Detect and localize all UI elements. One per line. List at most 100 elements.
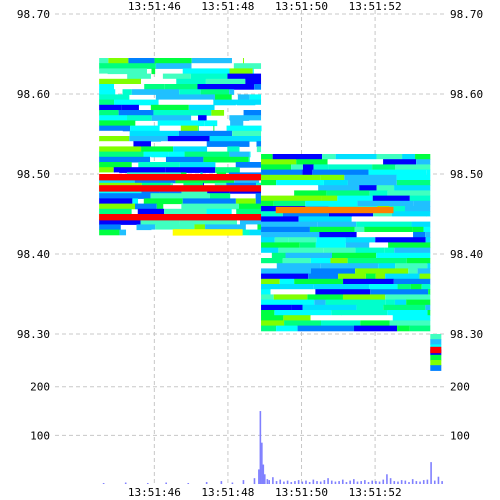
heatmap-cell [360, 320, 390, 327]
heatmap-cell [204, 120, 218, 127]
heatmap-cell [426, 216, 431, 223]
heatmap-cell [188, 104, 215, 111]
heatmap-cell [427, 263, 431, 269]
heatmap-cell [164, 84, 198, 90]
heatmap-cell [317, 221, 357, 228]
heatmap-cell [394, 185, 431, 191]
heatmap-cell [155, 63, 192, 69]
heatmap-cell [429, 211, 431, 217]
heatmap-cell [134, 177, 176, 184]
heatmap-cell [122, 89, 132, 95]
heatmap-cell [238, 203, 262, 210]
volume-bar [345, 482, 348, 484]
heatmap-cell [372, 195, 410, 202]
heatmap-cell [323, 247, 356, 254]
heatmap-cell [99, 104, 122, 111]
heatmap-cell [273, 294, 308, 301]
heatmap-cell [417, 268, 431, 275]
heatmap-cell [127, 115, 152, 121]
heatmap-cell [337, 195, 373, 202]
heatmap-cell [311, 268, 356, 275]
heatmap-cell [113, 167, 166, 173]
heatmap-cell [261, 159, 297, 165]
heatmap-cell [323, 180, 348, 186]
heatmap-cell [206, 141, 250, 147]
heatmap-cell [271, 252, 286, 259]
heatmap-cell [176, 78, 206, 85]
heatmap-cell [179, 219, 237, 225]
heatmap-cell [151, 229, 190, 236]
heatmap-cell [319, 232, 357, 238]
heatmap-cell [182, 68, 230, 75]
heatmap-cell [165, 156, 204, 163]
heatmap-cell [235, 104, 237, 111]
heatmap-cell [291, 164, 303, 171]
heatmap-cell [143, 151, 169, 158]
heatmap-cell [298, 216, 352, 223]
heatmap-cell [397, 284, 411, 290]
heatmap-cell [99, 68, 147, 75]
heatmap-cell [245, 78, 262, 85]
volume-bar [433, 480, 436, 484]
heatmap-cell [299, 242, 316, 249]
heatmap-cell [255, 193, 262, 199]
heatmap-cell [288, 237, 317, 243]
heatmap-cell [302, 304, 357, 311]
heatmap-cell [322, 154, 336, 160]
volume-bar [286, 480, 289, 484]
heatmap-cell [309, 226, 355, 233]
heatmap-cell [302, 169, 313, 176]
heatmap-cell [427, 310, 431, 316]
heatmap-cell [128, 58, 155, 64]
heatmap-cell [389, 206, 405, 212]
heatmap-cell [249, 94, 262, 101]
heatmap-cell [156, 203, 164, 210]
heatmap-cell [261, 200, 274, 207]
heatmap-cell [272, 154, 323, 160]
heatmap-cell [99, 130, 123, 137]
heatmap-cell [396, 180, 431, 186]
volume-tick-label-left: 200 [30, 381, 50, 394]
volume-bar [371, 480, 374, 484]
heatmap-hot-row-5 [430, 346, 442, 354]
heatmap-cell [409, 195, 431, 202]
heatmap-cell [328, 164, 373, 171]
heatmap-cell [291, 304, 303, 311]
heatmap-cell [402, 154, 416, 160]
heatmap-cell [297, 325, 355, 332]
heatmap-cell [274, 310, 332, 316]
heatmap-cell [211, 110, 225, 116]
heatmap-cell [220, 120, 231, 127]
heatmap-cell [415, 154, 431, 160]
heatmap-cell [229, 115, 262, 121]
heatmap-cell [419, 273, 431, 280]
heatmap-cell [197, 125, 199, 132]
heatmap-cell [430, 360, 442, 366]
x-tick-label-top: 13:51:52 [349, 0, 402, 13]
heatmap-cell [164, 208, 207, 215]
volume-bar [268, 480, 270, 484]
heatmap-cell [229, 68, 253, 75]
heatmap-cell [239, 219, 262, 225]
heatmap-cell [99, 146, 142, 153]
heatmap-cell [260, 125, 262, 132]
heatmap-cell [261, 180, 277, 186]
heatmap-cell [114, 99, 159, 106]
heatmap-cell [256, 141, 262, 147]
x-tick-label-bottom: 13:51:52 [349, 486, 402, 499]
heatmap-cell [249, 229, 262, 236]
heatmap-cell [351, 216, 380, 223]
heatmap-cell [354, 325, 398, 332]
volume-bar [242, 480, 245, 484]
heatmap-cell [248, 156, 250, 163]
heatmap-cell [261, 325, 277, 332]
heatmap-cell [394, 299, 407, 306]
heatmap-cell [178, 130, 233, 137]
heatmap-cell [261, 221, 318, 228]
heatmap-cell [430, 354, 442, 361]
heatmap-cell [261, 216, 299, 223]
heatmap-cell [182, 198, 236, 205]
heatmap-cell [305, 200, 358, 207]
heatmap-cell [261, 273, 309, 280]
heatmap-cell [150, 156, 152, 163]
